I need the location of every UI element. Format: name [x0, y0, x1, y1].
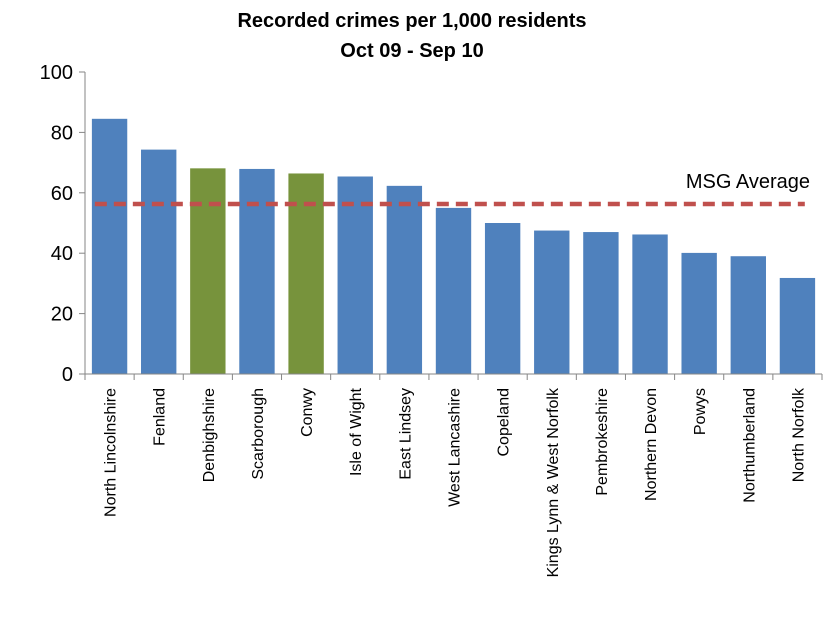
category-label: Kings Lynn & West Norfolk — [545, 387, 562, 577]
category-label: West Lancashire — [447, 388, 464, 507]
y-tick-label: 0 — [62, 364, 73, 386]
category-label: Powys — [692, 388, 709, 435]
bar-9 — [484, 223, 521, 374]
average-label: MSG Average — [686, 171, 810, 193]
category-label: East Lindsey — [397, 388, 414, 480]
category-label: North Norfolk — [790, 387, 807, 482]
bar-4 — [239, 168, 275, 374]
category-label: Northern Devon — [643, 388, 660, 501]
bar-6 — [337, 176, 373, 374]
bar-15 — [779, 277, 816, 374]
category-label: Conwy — [299, 388, 316, 437]
category-label: Denbighshire — [201, 388, 218, 482]
y-tick-label: 60 — [51, 183, 73, 205]
category-label: Fenland — [152, 388, 169, 446]
category-label: Copeland — [496, 388, 513, 457]
bar-3 — [190, 168, 226, 374]
chart-title: Recorded crimes per 1,000 residents — [237, 10, 586, 32]
category-label: North Lincolnshire — [103, 388, 120, 517]
average-line-group: MSG Average — [94, 171, 810, 207]
bar-13 — [681, 252, 717, 374]
y-axis: 0 20 40 60 80 100 — [40, 62, 86, 386]
y-tick-label: 40 — [51, 243, 73, 265]
y-tick-label: 20 — [51, 304, 73, 326]
bar-14 — [730, 256, 766, 374]
bars — [91, 118, 816, 374]
chart-subtitle: Oct 09 - Sep 10 — [340, 40, 483, 62]
category-label: Northumberland — [741, 388, 758, 503]
bar-2 — [141, 149, 177, 374]
category-label: Isle of Wight — [348, 387, 365, 476]
y-tick-label: 100 — [40, 62, 73, 84]
bar-12 — [632, 234, 668, 374]
x-axis: North Lincolnshire Fenland Denbighshire Sca… — [84, 373, 823, 577]
bar-5 — [288, 173, 324, 374]
y-tick-label: 80 — [51, 122, 73, 144]
bar-8 — [435, 207, 472, 374]
category-label: Scarborough — [250, 388, 267, 480]
bar-1 — [91, 118, 128, 374]
category-label: Pembrokeshire — [594, 388, 611, 496]
bar-10 — [534, 230, 570, 374]
bar-11 — [583, 232, 619, 374]
bar-7 — [386, 185, 423, 374]
